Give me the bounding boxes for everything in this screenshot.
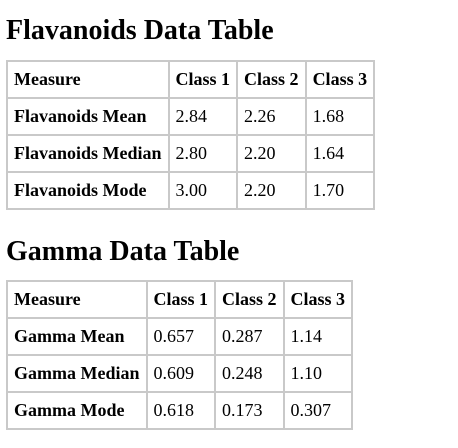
cell-class-1: 2.80	[168, 135, 238, 172]
header-class-1: Class 1	[146, 281, 216, 318]
table-row: Flavanoids Mean 2.84 2.26 1.68	[7, 98, 375, 135]
cell-class-2: 2.20	[237, 172, 306, 209]
cell-class-1: 0.609	[146, 355, 216, 392]
table-row: Gamma Median 0.609 0.248 1.10	[7, 355, 353, 392]
table-header-row: Measure Class 1 Class 2 Class 3	[7, 281, 353, 318]
gamma-data-table: Measure Class 1 Class 2 Class 3 Gamma Me…	[6, 280, 354, 430]
cell-class-1: 3.00	[168, 172, 238, 209]
cell-class-3: 1.64	[305, 135, 375, 172]
header-class-3: Class 3	[305, 61, 375, 98]
cell-class-2: 2.26	[237, 98, 306, 135]
header-measure: Measure	[7, 281, 147, 318]
cell-class-3: 1.10	[283, 355, 353, 392]
cell-class-3: 0.307	[283, 392, 353, 429]
row-label: Flavanoids Median	[7, 135, 169, 172]
header-class-1: Class 1	[168, 61, 238, 98]
flavanoids-data-table: Measure Class 1 Class 2 Class 3 Flavanoi…	[6, 60, 376, 210]
header-class-2: Class 2	[237, 61, 306, 98]
row-label: Gamma Median	[7, 355, 147, 392]
table-row: Flavanoids Median 2.80 2.20 1.64	[7, 135, 375, 172]
cell-class-1: 2.84	[168, 98, 238, 135]
row-label: Gamma Mode	[7, 392, 147, 429]
gamma-table-title: Gamma Data Table	[6, 236, 240, 267]
cell-class-2: 2.20	[237, 135, 306, 172]
cell-class-3: 1.70	[305, 172, 375, 209]
cell-class-2: 0.287	[215, 318, 284, 355]
table-row: Flavanoids Mode 3.00 2.20 1.70	[7, 172, 375, 209]
cell-class-3: 1.68	[305, 98, 375, 135]
row-label: Gamma Mean	[7, 318, 147, 355]
header-class-2: Class 2	[215, 281, 284, 318]
cell-class-1: 0.618	[146, 392, 216, 429]
cell-class-2: 0.173	[215, 392, 284, 429]
table-header-row: Measure Class 1 Class 2 Class 3	[7, 61, 375, 98]
table-row: Gamma Mode 0.618 0.173 0.307	[7, 392, 353, 429]
flavanoids-table-title: Flavanoids Data Table	[6, 15, 274, 46]
cell-class-2: 0.248	[215, 355, 284, 392]
table-row: Gamma Mean 0.657 0.287 1.14	[7, 318, 353, 355]
header-class-3: Class 3	[283, 281, 353, 318]
header-measure: Measure	[7, 61, 169, 98]
cell-class-3: 1.14	[283, 318, 353, 355]
cell-class-1: 0.657	[146, 318, 216, 355]
row-label: Flavanoids Mean	[7, 98, 169, 135]
row-label: Flavanoids Mode	[7, 172, 169, 209]
